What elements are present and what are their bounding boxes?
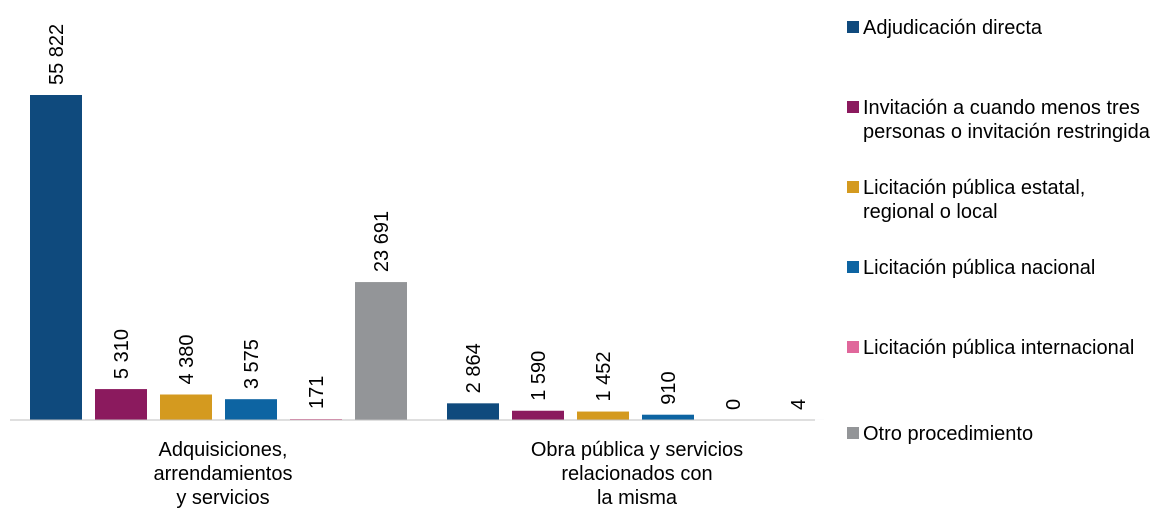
bar	[577, 411, 629, 420]
category-label-line: arrendamientos	[154, 463, 293, 485]
category-label-line: Obra pública y servicios	[531, 439, 743, 461]
bar-value-label: 171	[306, 376, 328, 409]
bars-layer	[30, 95, 824, 420]
category-label-line: Adquisiciones,	[159, 439, 288, 461]
bar	[95, 389, 147, 420]
bar	[225, 399, 277, 420]
bar-value-label: 910	[658, 371, 680, 404]
bar-value-label: 3 575	[241, 339, 263, 389]
bar-value-label: 55 822	[46, 24, 68, 85]
bar	[355, 282, 407, 420]
bar-value-label: 2 864	[463, 343, 485, 393]
category-labels-layer: Adquisiciones, arrendamientos y servicios O…	[154, 439, 744, 509]
bar-value-label: 23 691	[371, 211, 393, 272]
bar-value-label: 4 380	[176, 334, 198, 384]
bar	[447, 403, 499, 420]
category-label-line: la misma	[597, 487, 678, 509]
value-labels-layer: 55 822 2 864 5 310 1 590 4 380 1 452 3 575 910 1…	[46, 24, 810, 410]
bar-value-label: 5 310	[111, 329, 133, 379]
bar	[642, 414, 694, 420]
bar-value-label: 4	[788, 399, 810, 410]
bar-value-label: 1 452	[593, 351, 615, 401]
category-label: Adquisiciones, arrendamientos y servicios	[154, 439, 293, 509]
bar	[160, 394, 212, 420]
category-label: Obra pública y servicios relacionados con…	[531, 439, 743, 509]
bar	[30, 95, 82, 420]
category-label-line: relacionados con	[561, 463, 712, 485]
bar-value-label: 0	[723, 399, 745, 410]
category-label-line: y servicios	[176, 487, 269, 509]
bar-value-label: 1 590	[528, 351, 550, 401]
bar	[512, 410, 564, 420]
